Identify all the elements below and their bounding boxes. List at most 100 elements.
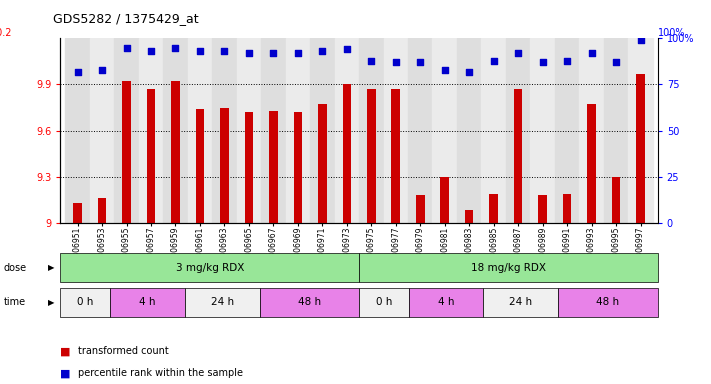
Bar xyxy=(196,109,204,223)
Bar xyxy=(164,38,188,223)
Text: ▶: ▶ xyxy=(48,263,54,272)
Bar xyxy=(185,288,260,317)
Point xyxy=(610,59,621,65)
Bar xyxy=(286,38,310,223)
Point xyxy=(365,58,377,64)
Bar xyxy=(110,288,185,317)
Bar xyxy=(261,38,286,223)
Bar xyxy=(237,38,261,223)
Bar xyxy=(440,177,449,223)
Bar xyxy=(604,38,629,223)
Bar xyxy=(465,210,474,223)
Bar xyxy=(335,38,359,223)
Bar xyxy=(90,38,114,223)
Text: 10.2: 10.2 xyxy=(0,28,13,38)
Point xyxy=(316,48,328,55)
Bar xyxy=(212,38,237,223)
Bar xyxy=(220,108,229,223)
Point xyxy=(415,59,426,65)
Bar xyxy=(392,89,400,223)
Bar xyxy=(579,38,604,223)
Bar xyxy=(269,111,278,223)
Bar xyxy=(481,38,506,223)
Text: 18 mg/kg RDX: 18 mg/kg RDX xyxy=(471,263,546,273)
Bar xyxy=(530,38,555,223)
Point xyxy=(145,48,156,55)
Bar xyxy=(260,288,359,317)
Bar xyxy=(506,38,530,223)
Bar xyxy=(114,38,139,223)
Text: transformed count: transformed count xyxy=(78,346,169,356)
Point xyxy=(488,58,499,64)
Point xyxy=(562,58,573,64)
Point xyxy=(439,67,450,73)
Bar xyxy=(97,198,107,223)
Point xyxy=(268,50,279,56)
Bar xyxy=(489,194,498,223)
Text: time: time xyxy=(4,297,26,308)
Bar xyxy=(359,288,409,317)
Bar xyxy=(629,38,653,223)
Point xyxy=(243,50,255,56)
Bar xyxy=(245,112,253,223)
Point xyxy=(292,50,304,56)
Bar xyxy=(611,177,621,223)
Bar xyxy=(122,81,131,223)
Point xyxy=(219,48,230,55)
Bar xyxy=(171,81,180,223)
Text: 24 h: 24 h xyxy=(509,297,533,308)
Text: ▶: ▶ xyxy=(48,298,54,307)
Text: ■: ■ xyxy=(60,368,71,378)
Bar xyxy=(636,74,645,223)
Bar xyxy=(383,38,408,223)
Point xyxy=(464,68,475,74)
Text: dose: dose xyxy=(4,263,27,273)
Text: 0 h: 0 h xyxy=(77,297,94,308)
Text: 0 h: 0 h xyxy=(375,297,392,308)
Bar xyxy=(432,38,457,223)
Text: 100%: 100% xyxy=(658,28,685,38)
Text: 24 h: 24 h xyxy=(210,297,234,308)
Bar xyxy=(555,38,579,223)
Bar xyxy=(139,38,164,223)
Point xyxy=(194,48,205,55)
Bar xyxy=(146,89,155,223)
Text: percentile rank within the sample: percentile rank within the sample xyxy=(78,368,243,378)
Bar xyxy=(558,288,658,317)
Bar xyxy=(60,288,110,317)
Bar xyxy=(587,104,596,223)
Bar xyxy=(563,194,572,223)
Text: 48 h: 48 h xyxy=(298,297,321,308)
Point xyxy=(72,68,83,74)
Point xyxy=(121,45,132,51)
Point xyxy=(97,67,108,73)
Bar xyxy=(60,253,359,282)
Bar xyxy=(294,112,302,223)
Bar xyxy=(188,38,212,223)
Bar xyxy=(310,38,335,223)
Point xyxy=(341,46,353,53)
Text: 4 h: 4 h xyxy=(139,297,156,308)
Text: 48 h: 48 h xyxy=(597,297,619,308)
Bar xyxy=(343,84,351,223)
Bar xyxy=(65,38,90,223)
Point xyxy=(586,50,597,56)
Point xyxy=(513,50,524,56)
Bar xyxy=(538,195,547,223)
Bar xyxy=(483,288,558,317)
Text: ■: ■ xyxy=(60,346,71,356)
Point xyxy=(635,37,646,43)
Text: 3 mg/kg RDX: 3 mg/kg RDX xyxy=(176,263,244,273)
Text: 4 h: 4 h xyxy=(438,297,454,308)
Point xyxy=(537,59,548,65)
Bar xyxy=(367,89,375,223)
Bar xyxy=(416,195,424,223)
Bar xyxy=(318,104,326,223)
Bar xyxy=(359,38,383,223)
Point xyxy=(170,45,181,51)
Bar xyxy=(408,38,432,223)
Bar xyxy=(359,253,658,282)
Text: GDS5282 / 1375429_at: GDS5282 / 1375429_at xyxy=(53,12,199,25)
Bar xyxy=(409,288,483,317)
Point xyxy=(390,59,402,65)
